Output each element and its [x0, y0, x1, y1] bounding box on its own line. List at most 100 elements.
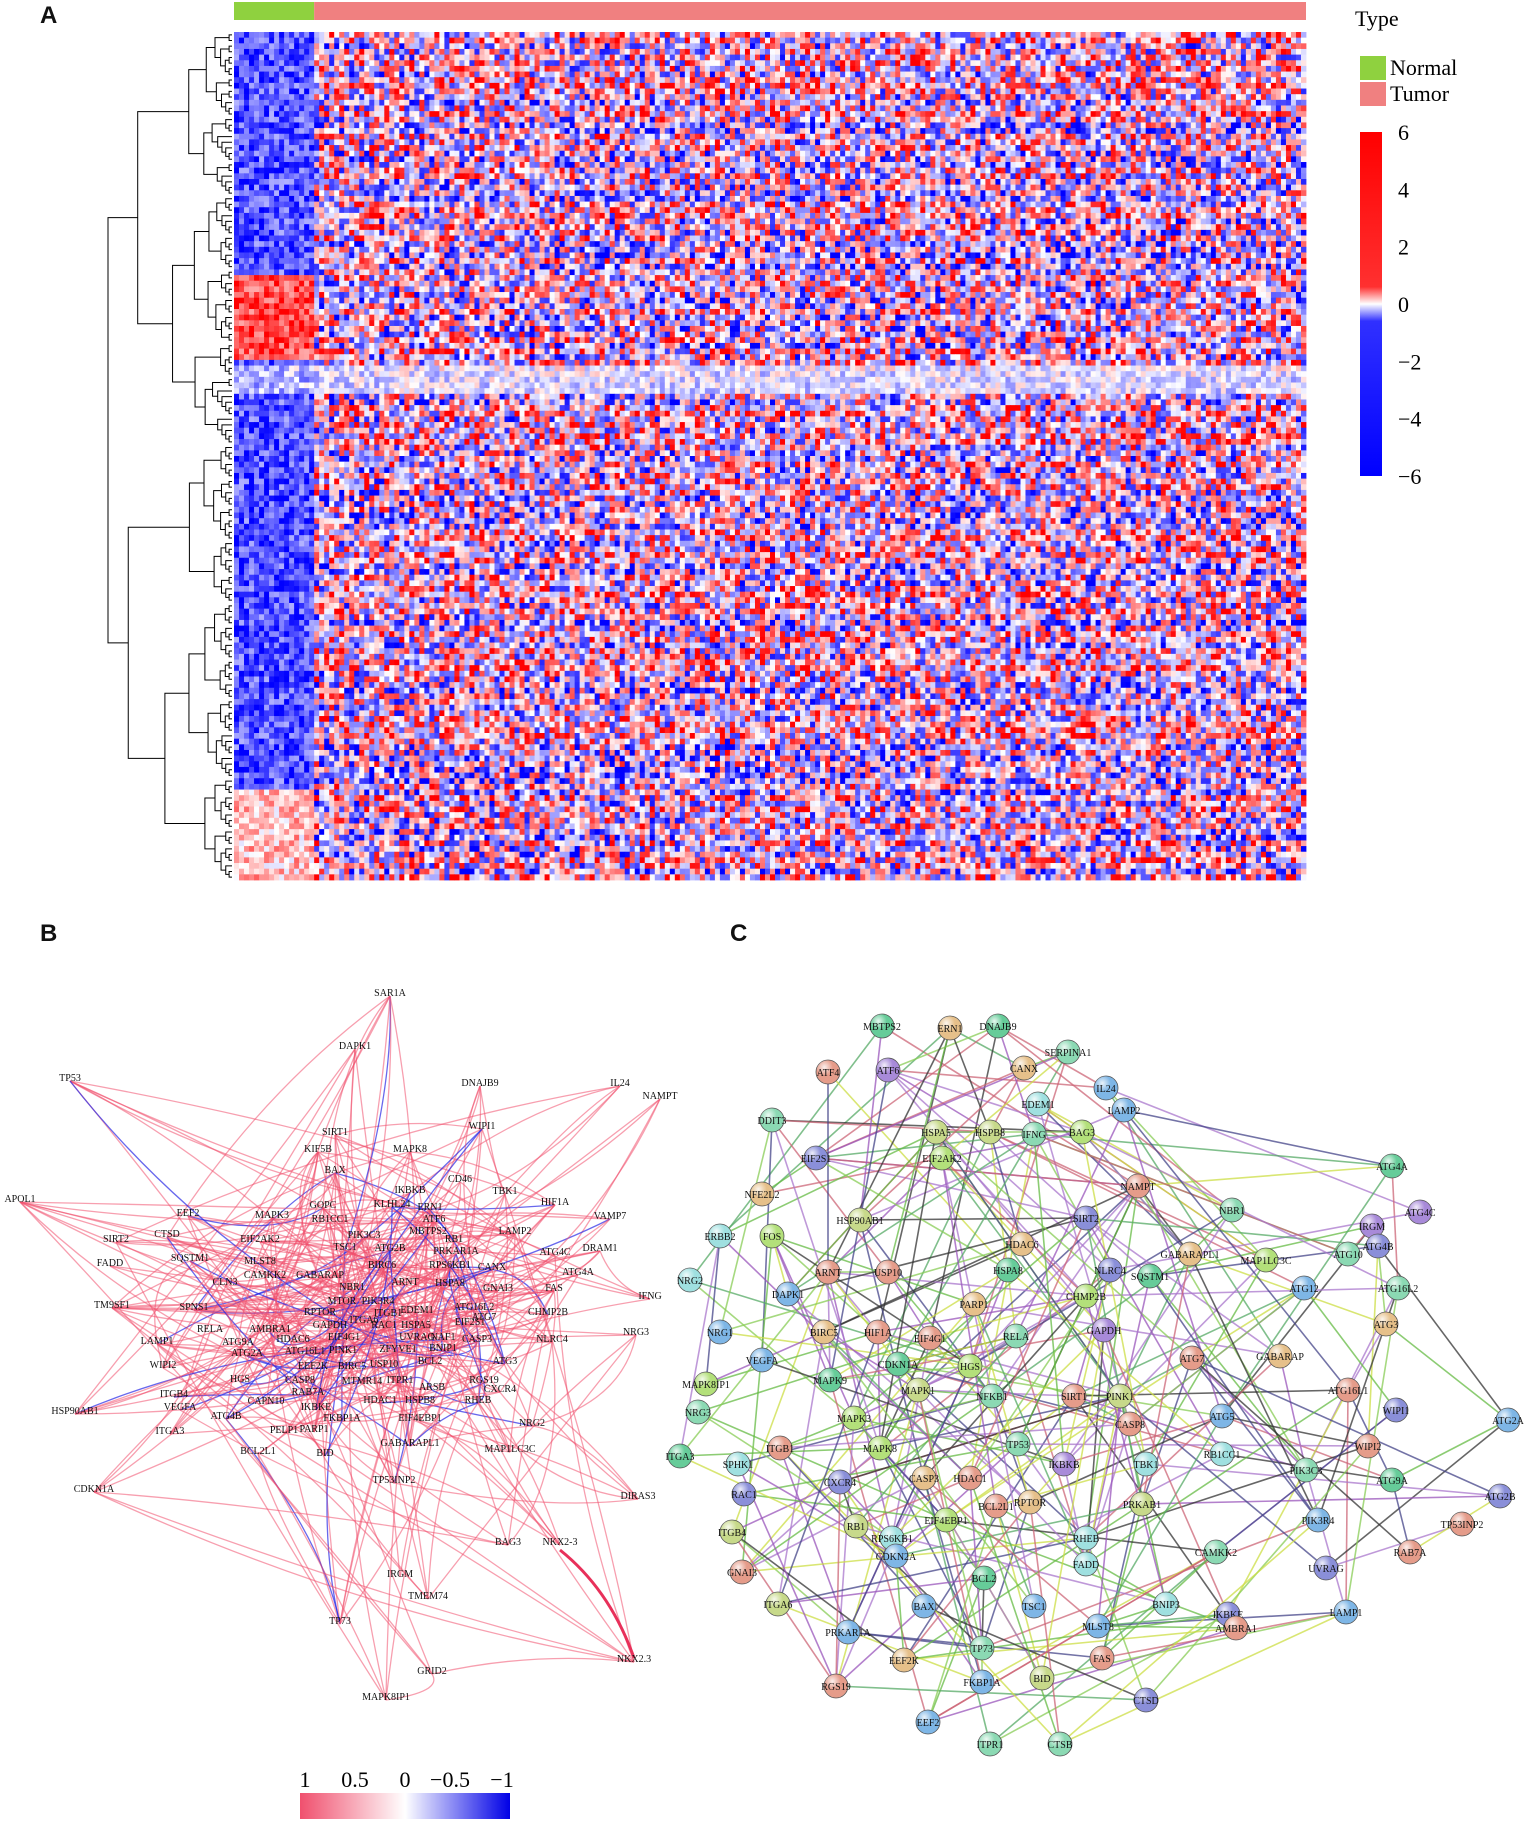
heatmap-cell [1166, 55, 1171, 61]
heatmap-cell [715, 89, 720, 95]
heatmap-cell [324, 111, 329, 117]
heatmap-cell [1211, 72, 1216, 78]
heatmap-cell [805, 111, 810, 117]
heatmap-cell [234, 43, 239, 49]
heatmap-cell [960, 89, 965, 95]
heatmap-cell [735, 105, 740, 111]
heatmap-cell [1131, 66, 1136, 72]
heatmap-cell [940, 111, 945, 117]
heatmap-cell [560, 38, 565, 44]
heatmap-cell [259, 105, 264, 111]
heatmap-cell [515, 38, 520, 44]
heatmap-cell [570, 60, 575, 66]
heatmap-cell [1101, 100, 1106, 106]
heatmap-cell [930, 111, 935, 117]
heatmap-cell [575, 60, 580, 66]
heatmap-cell [655, 94, 660, 100]
heatmap-cell [900, 100, 905, 106]
heatmap-cell [1196, 83, 1201, 89]
heatmap-cell [1281, 83, 1286, 89]
heatmap-cell [424, 38, 429, 44]
heatmap-cell [1231, 43, 1236, 49]
heatmap-cell [940, 49, 945, 55]
dendrogram-branch [215, 614, 226, 641]
heatmap-cell [1091, 83, 1096, 89]
heatmap-cell [520, 89, 525, 95]
heatmap-cell [750, 38, 755, 44]
heatmap-cell [1066, 89, 1071, 95]
heatmap-cell [680, 43, 685, 49]
heatmap-cell [820, 83, 825, 89]
heatmap-cell [950, 60, 955, 66]
heatmap-cell [489, 77, 494, 83]
heatmap-cell [1101, 111, 1106, 117]
heatmap-cell [319, 72, 324, 78]
heatmap-cell [374, 55, 379, 61]
heatmap-cell [960, 32, 965, 38]
dendrogram-branch [212, 124, 226, 142]
heatmap-cell [444, 32, 449, 38]
heatmap-cell [1030, 32, 1035, 38]
heatmap-cell [1236, 49, 1241, 55]
heatmap-cell [329, 43, 334, 49]
heatmap-cell [479, 49, 484, 55]
heatmap-cell [294, 43, 299, 49]
heatmap-cell [815, 89, 820, 95]
dendrogram-branch [205, 389, 218, 424]
heatmap-cell [1066, 100, 1071, 106]
heatmap-cell [875, 55, 880, 61]
heatmap-cell [780, 100, 785, 106]
heatmap-cell [710, 89, 715, 95]
heatmap-cell [399, 55, 404, 61]
heatmap-cell [419, 38, 424, 44]
heatmap-cell [1146, 60, 1151, 66]
heatmap-cell [1116, 32, 1121, 38]
heatmap-cell [915, 49, 920, 55]
heatmap-cell [765, 32, 770, 38]
heatmap-cell [1111, 89, 1116, 95]
dendrogram-branch [221, 452, 226, 469]
heatmap-cell [1051, 94, 1056, 100]
dendrogram-branch [194, 231, 209, 299]
heatmap-cell [640, 100, 645, 106]
heatmap-cell [910, 38, 915, 44]
heatmap-cell [284, 38, 289, 44]
heatmap-cell [1216, 38, 1221, 44]
heatmap-cell [1106, 55, 1111, 61]
heatmap-cell [550, 105, 555, 111]
heatmap-cell [1086, 100, 1091, 106]
dendrogram-branch [229, 566, 232, 572]
heatmap-cell [444, 60, 449, 66]
heatmap-cell [309, 49, 314, 55]
heatmap-cell [705, 49, 710, 55]
heatmap-cell [855, 100, 860, 106]
heatmap-cell [1281, 105, 1286, 111]
heatmap-cell [439, 72, 444, 78]
heatmap-cell [1126, 89, 1131, 95]
heatmap-cell [985, 60, 990, 66]
heatmap-cell [840, 43, 845, 49]
heatmap-cell [1251, 49, 1256, 55]
heatmap-cell [1296, 55, 1301, 61]
heatmap-cell [555, 49, 560, 55]
heatmap-cell [1101, 60, 1106, 66]
heatmap-cell [379, 72, 384, 78]
heatmap-cell [1281, 72, 1286, 78]
heatmap-cell [805, 94, 810, 100]
heatmap-cell [970, 100, 975, 106]
heatmap-cell [740, 100, 745, 106]
heatmap-cell [1276, 83, 1281, 89]
heatmap-cell [610, 49, 615, 55]
heatmap-cell [830, 83, 835, 89]
heatmap-cell [705, 111, 710, 117]
heatmap-cell [570, 32, 575, 38]
heatmap-cell [750, 66, 755, 72]
heatmap-cell [234, 60, 239, 66]
heatmap-cell [850, 72, 855, 78]
heatmap-cell [1096, 55, 1101, 61]
heatmap-cell [449, 43, 454, 49]
heatmap-cell [1091, 72, 1096, 78]
heatmap-cell [570, 72, 575, 78]
heatmap-cell [635, 66, 640, 72]
heatmap-cell [865, 83, 870, 89]
